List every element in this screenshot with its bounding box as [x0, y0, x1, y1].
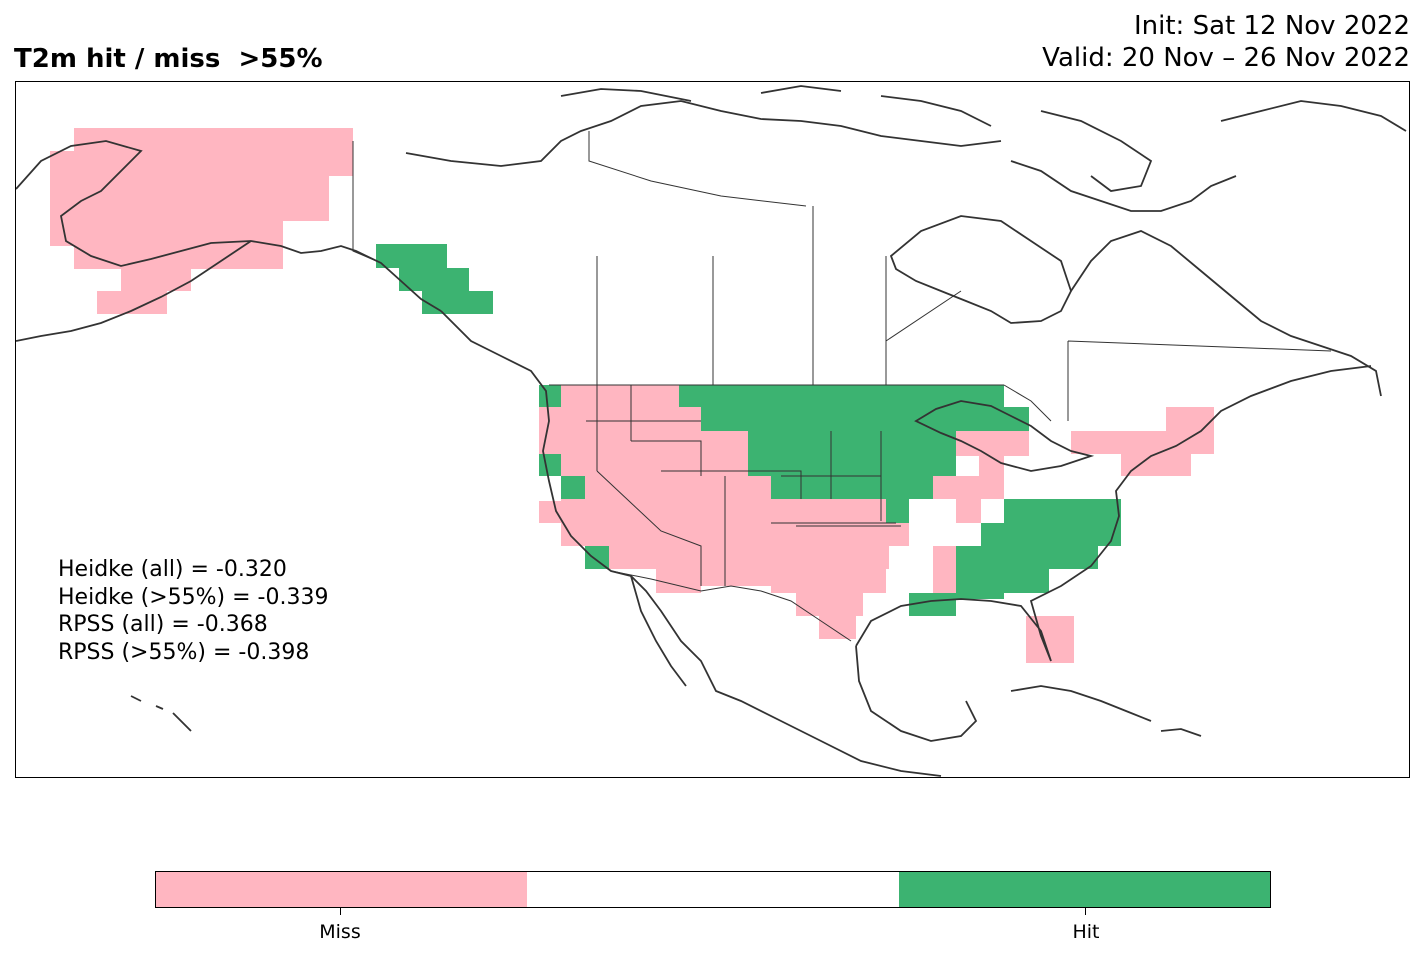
- miss-cells: [50, 128, 1214, 663]
- heidke-all-score: Heidke (all) = -0.320: [58, 557, 287, 582]
- coastlines: [16, 85, 1407, 777]
- hit-cell-oregon-coast: [539, 385, 609, 569]
- colorbar-tick-hit: [1085, 908, 1086, 915]
- hispaniola: [1160, 728, 1202, 737]
- hit-cell-gulf: [909, 593, 956, 616]
- canada-provinces: [588, 131, 1332, 421]
- mexico-gulf: [855, 645, 978, 742]
- skill-scores: Heidke (all) = -0.320 Heidke (>55%) = -0…: [58, 556, 328, 666]
- colorbar-label-miss: Miss: [319, 921, 361, 943]
- greenland: [1220, 100, 1407, 132]
- hit-cell-plains: [679, 385, 1029, 523]
- colorbar-hit-swatch: [898, 872, 1270, 907]
- miss-cell-ms: [933, 546, 956, 593]
- hudson-bay: [889, 215, 1072, 324]
- valid-range: Valid: 20 Nov – 26 Nov 2022: [1042, 43, 1410, 73]
- baja: [630, 575, 687, 687]
- us-canada-border: [549, 384, 1052, 422]
- hit-cells: [376, 244, 1121, 616]
- hawaii: [130, 695, 192, 732]
- miss-cell-ohio: [933, 431, 1029, 523]
- forecast-dates: Init: Sat 12 Nov 2022 Valid: 20 Nov – 26…: [1042, 10, 1410, 74]
- arctic-coast: [405, 100, 1002, 167]
- colorbar-neutral-swatch: [527, 872, 899, 907]
- state-lines: [586, 385, 901, 586]
- borders: [352, 131, 1332, 642]
- colorbar-tick-miss: [340, 908, 341, 915]
- colorbar-miss-swatch: [156, 872, 528, 907]
- miss-cell-west: [539, 385, 909, 639]
- hit-cell-panhandle: [376, 244, 493, 314]
- map-title: T2m hit / miss >55%: [14, 44, 323, 74]
- labrador-coast: [1070, 230, 1382, 397]
- gulf-coast: [855, 365, 1372, 662]
- map-canvas: [16, 85, 1407, 777]
- us-mexico-border: [610, 570, 852, 642]
- init-date: Init: Sat 12 Nov 2022: [1133, 11, 1410, 41]
- alaska-coast: [16, 140, 442, 312]
- miss-cell-alaska: [50, 128, 353, 314]
- colorbar: [155, 871, 1271, 908]
- great-lakes: [914, 400, 1095, 472]
- hit-cell-southeast: [956, 499, 1121, 599]
- miss-cell-northeast: [1071, 407, 1214, 476]
- alaska-peninsula: [16, 240, 252, 342]
- alaska-canada-border: [352, 141, 382, 264]
- heidke-55-score: Heidke (>55%) = -0.339: [58, 584, 329, 610]
- arctic-islands: [560, 85, 1153, 192]
- colorbar-label-hit: Hit: [1072, 921, 1100, 943]
- rpss-all-score: RPSS (all) = -0.368: [58, 612, 268, 637]
- baffin: [1010, 160, 1237, 212]
- cuba: [1010, 685, 1152, 722]
- rpss-55-score: RPSS (>55%) = -0.398: [58, 639, 310, 665]
- map-panel: [15, 81, 1410, 778]
